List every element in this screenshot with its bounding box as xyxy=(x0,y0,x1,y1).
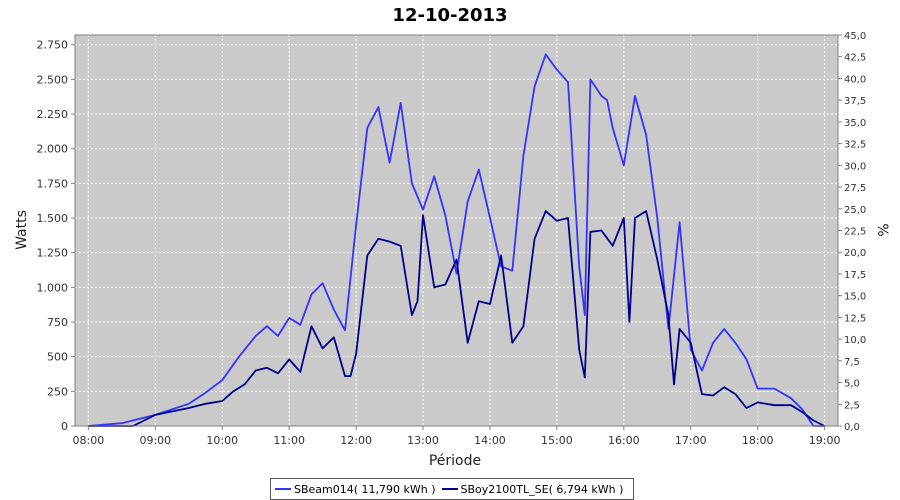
x-tick-label: 10:00 xyxy=(206,434,238,447)
legend-swatch-series-1 xyxy=(275,488,291,490)
y2-tick-label: 7,5 xyxy=(844,357,860,368)
y-axis-left: 0 250 500 750 1.000 1.250 1.500 1.750 2.000 2.250… xyxy=(37,39,75,433)
y-tick-label: 1.500 xyxy=(37,212,69,225)
x-tick-label: 13:00 xyxy=(407,434,439,447)
y-tick-label: 750 xyxy=(47,316,68,329)
y2-tick-label: 15,0 xyxy=(844,292,866,303)
y2-tick-label: 5,0 xyxy=(844,379,860,390)
series-line-1 xyxy=(88,53,825,427)
y-tick-label: 0 xyxy=(61,420,68,433)
y-tick-label: 2.000 xyxy=(37,143,69,156)
series-lines xyxy=(88,53,825,427)
x-tick-label: 09:00 xyxy=(139,434,171,447)
y-tick-label: 250 xyxy=(47,385,68,398)
legend-label-series-2: SBoy2100TL_SE( 6,794 kWh ) xyxy=(460,482,624,496)
chart-title: 12-10-2013 xyxy=(392,5,507,26)
x-tick-label: 11:00 xyxy=(273,434,305,447)
y-tick-label: 1.750 xyxy=(37,177,69,190)
y-tick-label: 1.250 xyxy=(37,247,69,260)
y-tick-label: 1.000 xyxy=(37,281,69,294)
x-tick-label: 08:00 xyxy=(73,434,105,447)
y-axis-label: Watts xyxy=(14,210,30,250)
legend-label-series-1: SBeam014( 11,790 kWh ) xyxy=(294,482,436,496)
y-tick-label: 2.500 xyxy=(37,73,69,86)
legend-item-series-1: SBeam014( 11,790 kWh ) xyxy=(275,483,436,496)
x-axis-label: Période xyxy=(429,453,481,469)
y-tick-label: 500 xyxy=(47,351,68,364)
y2-tick-label: 27,5 xyxy=(844,183,866,194)
legend-item-series-2: SBoy2100TL_SE( 6,794 kWh ) xyxy=(441,482,624,496)
y-tick-label: 2.750 xyxy=(37,39,69,52)
x-tick-label: 17:00 xyxy=(675,434,707,447)
x-tick-label: 12:00 xyxy=(340,434,372,447)
x-tick-label: 18:00 xyxy=(742,434,774,447)
y2-tick-label: 40,0 xyxy=(844,74,866,85)
y2-tick-label: 42,5 xyxy=(844,53,866,64)
x-tick-label: 14:00 xyxy=(474,434,506,447)
y2-tick-label: 37,5 xyxy=(844,96,866,107)
x-tick-label: 15:00 xyxy=(541,434,573,447)
y-tick-label: 2.250 xyxy=(37,108,69,121)
gridlines xyxy=(75,35,838,427)
y2-tick-label: 35,0 xyxy=(844,118,866,129)
y2-tick-label: 32,5 xyxy=(844,140,866,151)
y2-tick-label: 0,0 xyxy=(844,422,860,433)
y-axis-right: 0,0 2,5 5,0 7,5 10,0 12,5 15,0 17,5 20,0 22,5 25,0… xyxy=(838,31,866,433)
y2-tick-label: 10,0 xyxy=(844,335,866,346)
y2-tick-label: 12,5 xyxy=(844,313,866,324)
y2-tick-label: 2,5 xyxy=(844,400,860,411)
y2-tick-label: 20,0 xyxy=(844,248,866,259)
y2-tick-label: 22,5 xyxy=(844,227,866,238)
y2-axis-label: % xyxy=(874,223,890,236)
legend: SBeam014( 11,790 kWh ) SBoy2100TL_SE( 6,… xyxy=(270,478,635,500)
y2-tick-label: 17,5 xyxy=(844,270,866,281)
x-axis: 08:00 09:00 10:00 11:00 12:00 13:00 14:00 15:00… xyxy=(73,426,841,447)
y2-tick-label: 30,0 xyxy=(844,161,866,172)
y2-tick-label: 25,0 xyxy=(844,205,866,216)
plot-area xyxy=(75,35,838,426)
series-line-2 xyxy=(88,210,825,427)
x-tick-label: 16:00 xyxy=(608,434,640,447)
x-tick-label: 19:00 xyxy=(809,434,841,447)
legend-swatch-series-2 xyxy=(441,488,458,490)
y2-tick-label: 45,0 xyxy=(844,31,866,42)
